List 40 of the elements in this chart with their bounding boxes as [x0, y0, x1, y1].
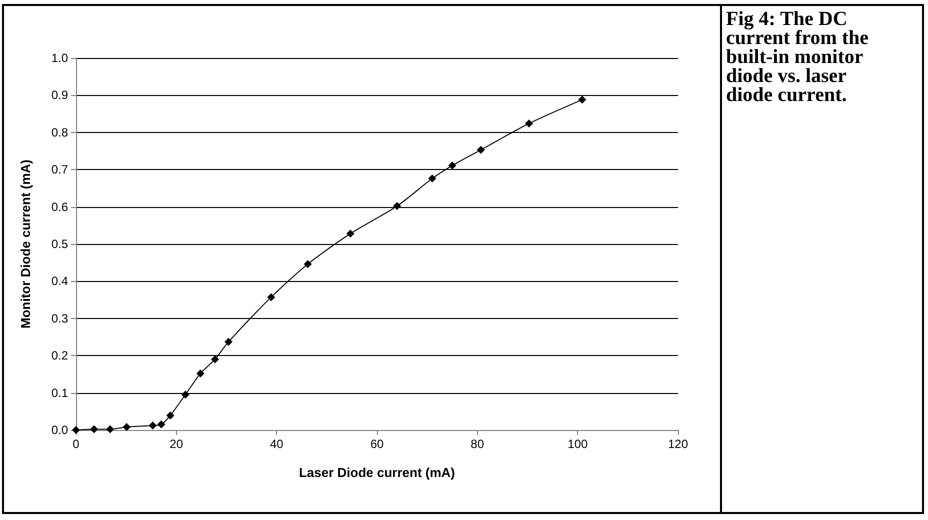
y-axis-title: Monitor Diode current (mA): [18, 160, 33, 328]
point: [304, 260, 312, 268]
x-tick-label: 100: [568, 437, 588, 451]
x-tick-label: 80: [470, 437, 484, 451]
point: [148, 422, 157, 430]
x-axis-title: Laser Diode current (mA): [298, 465, 456, 480]
point: [210, 355, 219, 364]
point: [90, 425, 98, 434]
y-tick-label: 0.7: [51, 162, 68, 177]
y-tick-label: 0.2: [51, 348, 68, 363]
text: Fig 4: The DC current from the built-in monitor diode vs. laser diode current.: [726, 8, 870, 106]
y-tick-label: 0.3: [51, 311, 68, 326]
point: [196, 369, 204, 378]
x-tick-label: 0: [72, 437, 80, 451]
point: [428, 174, 436, 183]
y-tick-label: 1.0: [51, 51, 68, 65]
y-tick-label: 0.4: [51, 274, 68, 288]
y-tick-label: 0.1: [51, 386, 68, 400]
point: [267, 293, 276, 302]
y-tick-label: 0.9: [51, 88, 68, 102]
x-tick-label: 60: [370, 437, 384, 451]
y-tick-label: 0.0: [51, 423, 68, 437]
point: [106, 425, 114, 434]
point: [181, 390, 190, 399]
y-tick-label: 0.8: [51, 125, 68, 140]
point: [476, 146, 485, 154]
point: [525, 119, 534, 128]
point: [157, 420, 166, 428]
point: [224, 338, 233, 346]
x-tick-label: 120: [668, 437, 688, 451]
x-tick-label: 20: [170, 437, 184, 451]
point: [578, 96, 586, 104]
point: [393, 202, 402, 210]
point: [448, 162, 456, 170]
y-tick-label: 0.5: [51, 237, 68, 251]
point: [122, 423, 131, 432]
point: [346, 230, 354, 238]
y-tick-label: 0.6: [51, 200, 68, 214]
x-tick-label: 40: [270, 437, 284, 451]
point: [166, 411, 174, 420]
